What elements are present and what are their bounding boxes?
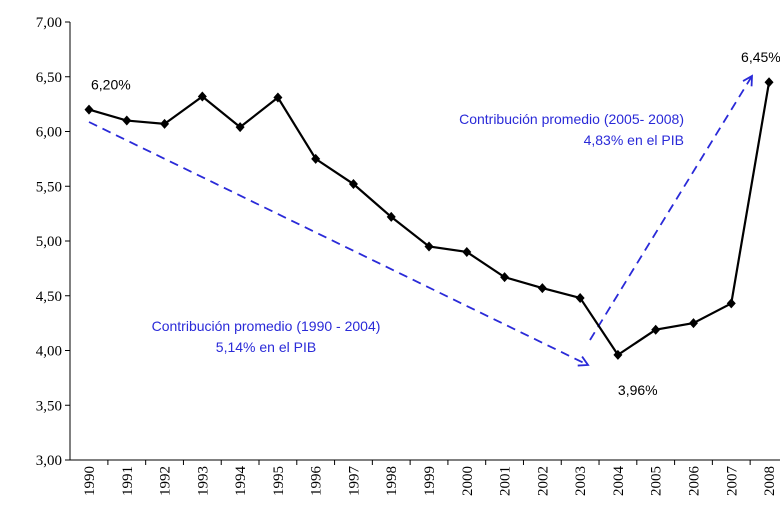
- x-tick-label: 1991: [120, 466, 136, 496]
- point-marker: [273, 92, 283, 103]
- data-label: 6,20%: [91, 77, 131, 93]
- y-tick-label: 7,00: [36, 15, 62, 31]
- x-tick-label: 1995: [271, 466, 287, 496]
- point-marker: [575, 292, 585, 303]
- y-tick-label: 3,00: [36, 453, 62, 469]
- point-marker: [197, 91, 207, 102]
- point-marker: [122, 115, 132, 126]
- data-label: 3,96%: [618, 382, 658, 398]
- x-tick-label: 1994: [233, 466, 249, 497]
- y-tick-label: 5,00: [36, 234, 62, 250]
- annotation: Contribución promedio (2005- 2008): [459, 111, 684, 127]
- point-marker: [613, 349, 623, 360]
- y-tick-label: 4,00: [36, 344, 62, 360]
- point-marker: [537, 283, 547, 294]
- x-tick-label: 2005: [649, 466, 665, 496]
- point-marker: [84, 104, 94, 115]
- point-marker: [160, 118, 170, 129]
- x-tick-label: 2007: [724, 466, 740, 497]
- y-tick-label: 6,50: [36, 70, 62, 86]
- point-marker: [235, 122, 245, 133]
- trend-arrow: [88, 121, 590, 367]
- x-tick-label: 2004: [611, 466, 627, 497]
- point-marker: [500, 272, 510, 283]
- x-tick-label: 2006: [686, 466, 702, 497]
- annotation: 5,14% en el PIB: [216, 339, 316, 355]
- point-marker: [424, 241, 434, 252]
- y-tick-label: 6,00: [36, 125, 62, 141]
- point-marker: [688, 318, 698, 329]
- x-tick-label: 1998: [384, 466, 400, 496]
- point-marker: [462, 246, 472, 257]
- x-tick-label: 1997: [346, 466, 362, 497]
- point-marker: [726, 298, 736, 309]
- point-marker: [348, 179, 358, 190]
- x-tick-label: 1992: [158, 466, 174, 496]
- point-marker: [651, 324, 661, 335]
- x-tick-label: 2001: [498, 466, 514, 496]
- x-tick-label: 2000: [460, 466, 476, 496]
- x-tick-label: 2002: [535, 466, 551, 496]
- data-label: 6,45%: [741, 49, 780, 65]
- y-tick-label: 3,50: [36, 398, 62, 414]
- annotation: Contribución promedio (1990 - 2004): [152, 318, 381, 334]
- x-tick-label: 1990: [82, 466, 98, 496]
- x-tick-label: 2003: [573, 466, 589, 496]
- trend-arrow: [589, 74, 753, 341]
- annotation: 4,83% en el PIB: [584, 132, 684, 148]
- point-marker: [764, 77, 774, 88]
- y-tick-label: 4,50: [36, 289, 62, 305]
- x-tick-label: 2008: [762, 466, 778, 496]
- y-tick-label: 5,50: [36, 179, 62, 195]
- x-tick-label: 1996: [309, 466, 325, 497]
- x-tick-label: 1993: [195, 466, 211, 496]
- x-tick-label: 1999: [422, 466, 438, 496]
- point-marker: [386, 211, 396, 222]
- point-marker: [311, 153, 321, 164]
